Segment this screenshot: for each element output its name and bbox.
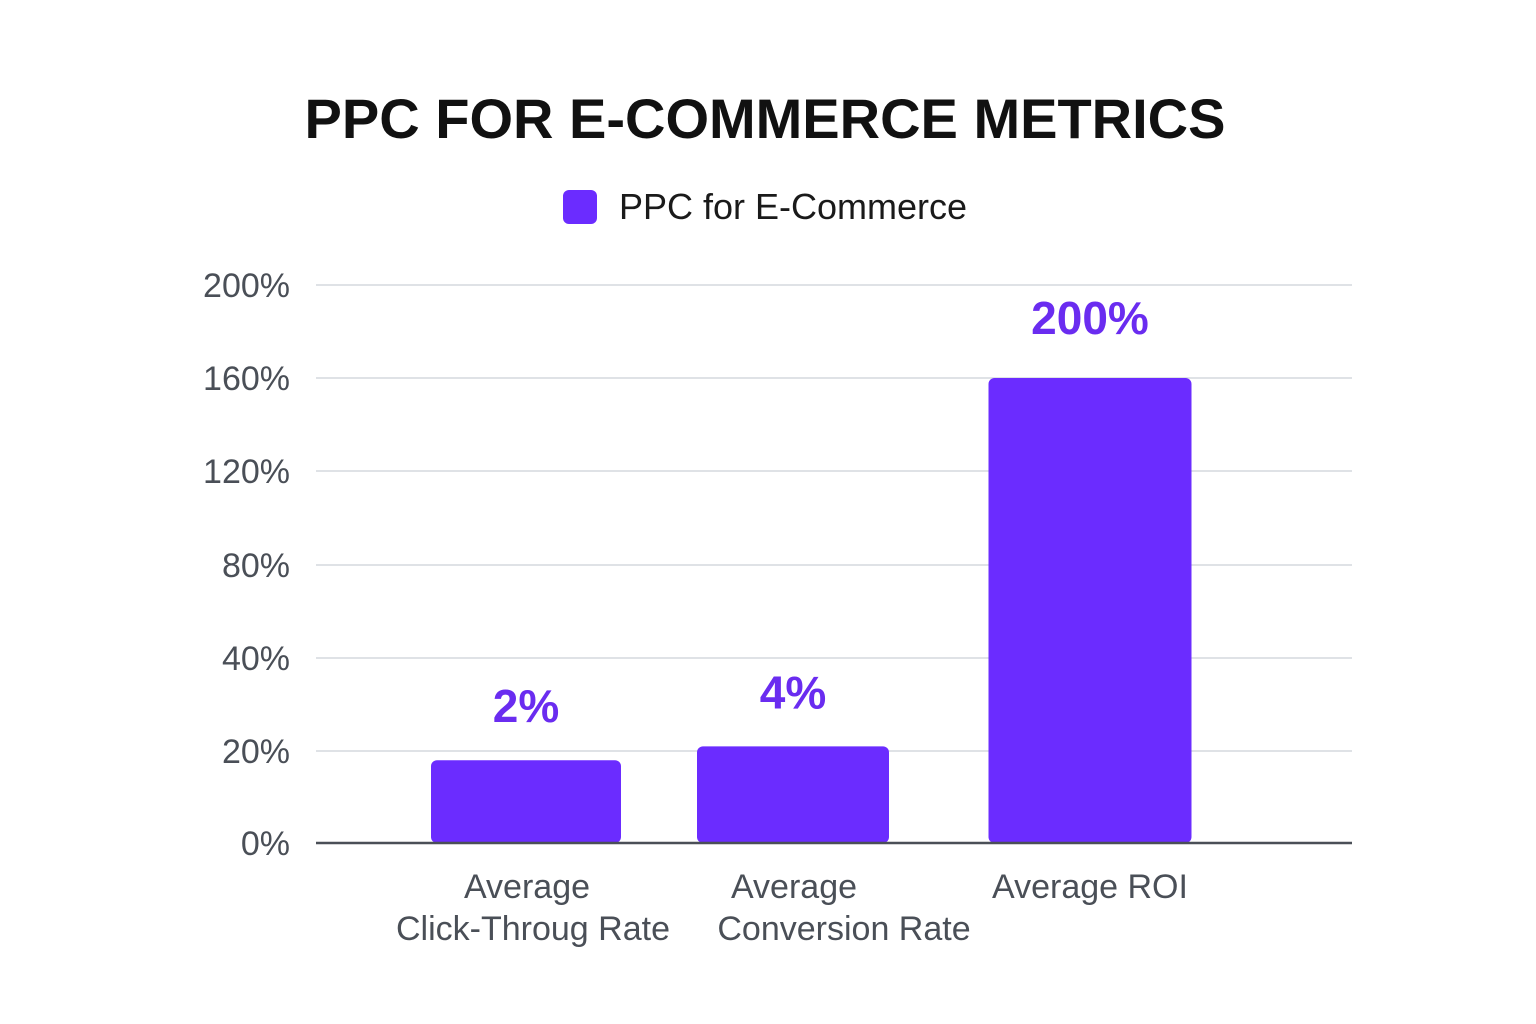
legend: PPC for E-Commerce xyxy=(563,186,967,228)
x-tick-label: Average ROI xyxy=(992,868,1188,906)
x-tick-label: Click-Throug Rate xyxy=(396,910,670,948)
legend-label: PPC for E-Commerce xyxy=(619,186,968,227)
y-tick-label: 200% xyxy=(203,267,290,305)
bars xyxy=(431,378,1192,843)
chart-title: PPC FOR E-COMMERCE METRICS xyxy=(304,87,1226,150)
bar xyxy=(431,760,621,843)
y-tick-label: 40% xyxy=(222,640,290,678)
y-tick-label: 80% xyxy=(222,547,290,585)
bar xyxy=(988,378,1192,843)
x-axis-labels: Average Click-Throug Rate Average Conversio… xyxy=(396,868,1188,948)
x-tick-label: Average xyxy=(464,868,590,906)
y-tick-label: 120% xyxy=(203,453,290,491)
x-tick-label: Average xyxy=(731,868,857,906)
y-tick-label: 160% xyxy=(203,360,290,398)
y-axis-ticks: 0% 20% 40% 80% 120% 160% 200% xyxy=(203,267,290,863)
y-tick-label: 20% xyxy=(222,733,290,771)
gridlines xyxy=(316,284,1352,752)
data-label: 2% xyxy=(493,680,559,732)
data-labels: 2% 4% 200% xyxy=(493,292,1149,732)
legend-swatch xyxy=(563,190,597,224)
x-tick-label: Conversion Rate xyxy=(717,910,970,948)
data-label: 4% xyxy=(760,666,826,718)
y-tick-label: 0% xyxy=(241,825,290,863)
data-label: 200% xyxy=(1031,292,1149,344)
bar xyxy=(697,746,889,843)
